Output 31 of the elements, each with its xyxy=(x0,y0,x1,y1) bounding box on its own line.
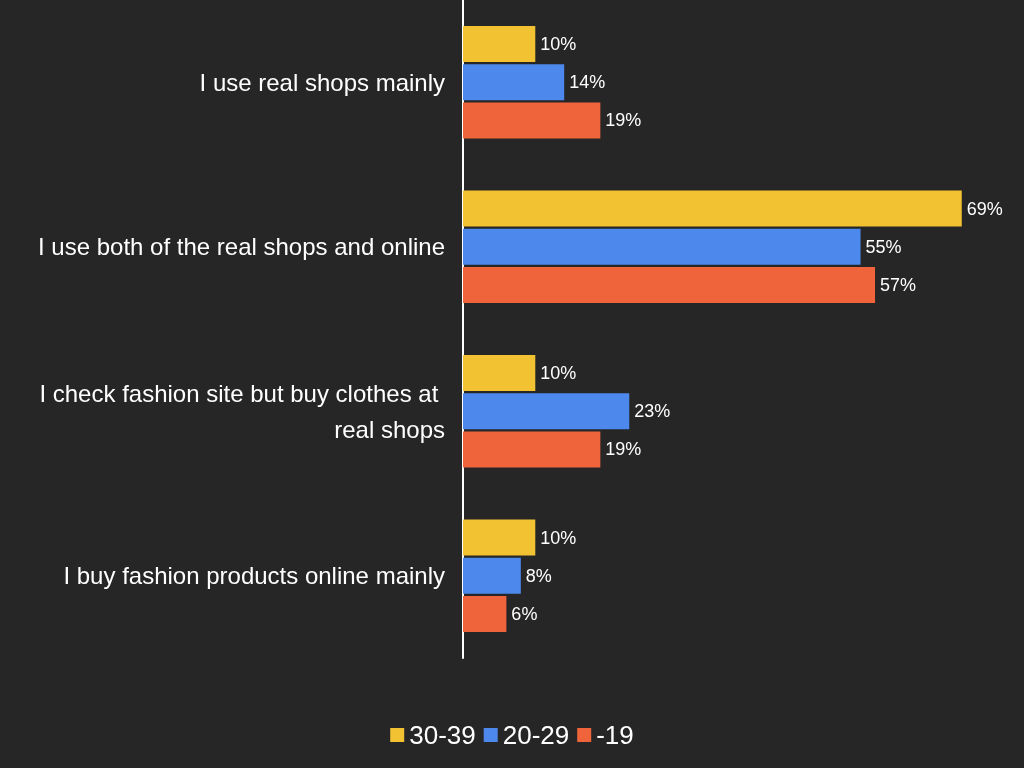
bar xyxy=(463,595,507,632)
bar xyxy=(463,26,536,63)
legend-label: 30-39 xyxy=(409,720,476,750)
data-label: 6% xyxy=(511,603,538,624)
bar xyxy=(463,557,521,594)
y-tick-label: I use both of the real shops and online xyxy=(38,233,445,261)
bar xyxy=(463,393,630,430)
data-label: 23% xyxy=(634,401,671,422)
data-label: 57% xyxy=(880,274,917,295)
data-label: 55% xyxy=(865,236,902,257)
data-label: 69% xyxy=(966,198,1003,219)
data-label: 14% xyxy=(569,72,606,93)
legend-label: -19 xyxy=(596,720,634,750)
data-label: 10% xyxy=(540,363,577,384)
legend-label: 20-29 xyxy=(502,720,570,750)
data-label: 8% xyxy=(525,565,552,586)
bar xyxy=(463,355,536,392)
y-tick-label: I check fashion site but buy clothes at real shops xyxy=(39,379,445,443)
y-tick-label: I buy fashion products online mainly xyxy=(63,562,445,590)
bar xyxy=(463,228,861,265)
bar xyxy=(463,102,601,139)
data-label: 10% xyxy=(540,527,577,548)
data-label: 19% xyxy=(605,110,642,131)
bar xyxy=(463,519,536,556)
bar xyxy=(463,431,601,468)
bar xyxy=(463,64,565,101)
bar xyxy=(463,190,962,227)
bar xyxy=(463,266,876,303)
data-label: 10% xyxy=(540,34,577,55)
data-label: 19% xyxy=(605,439,642,460)
y-tick-label: I use real shops mainly xyxy=(199,68,445,96)
